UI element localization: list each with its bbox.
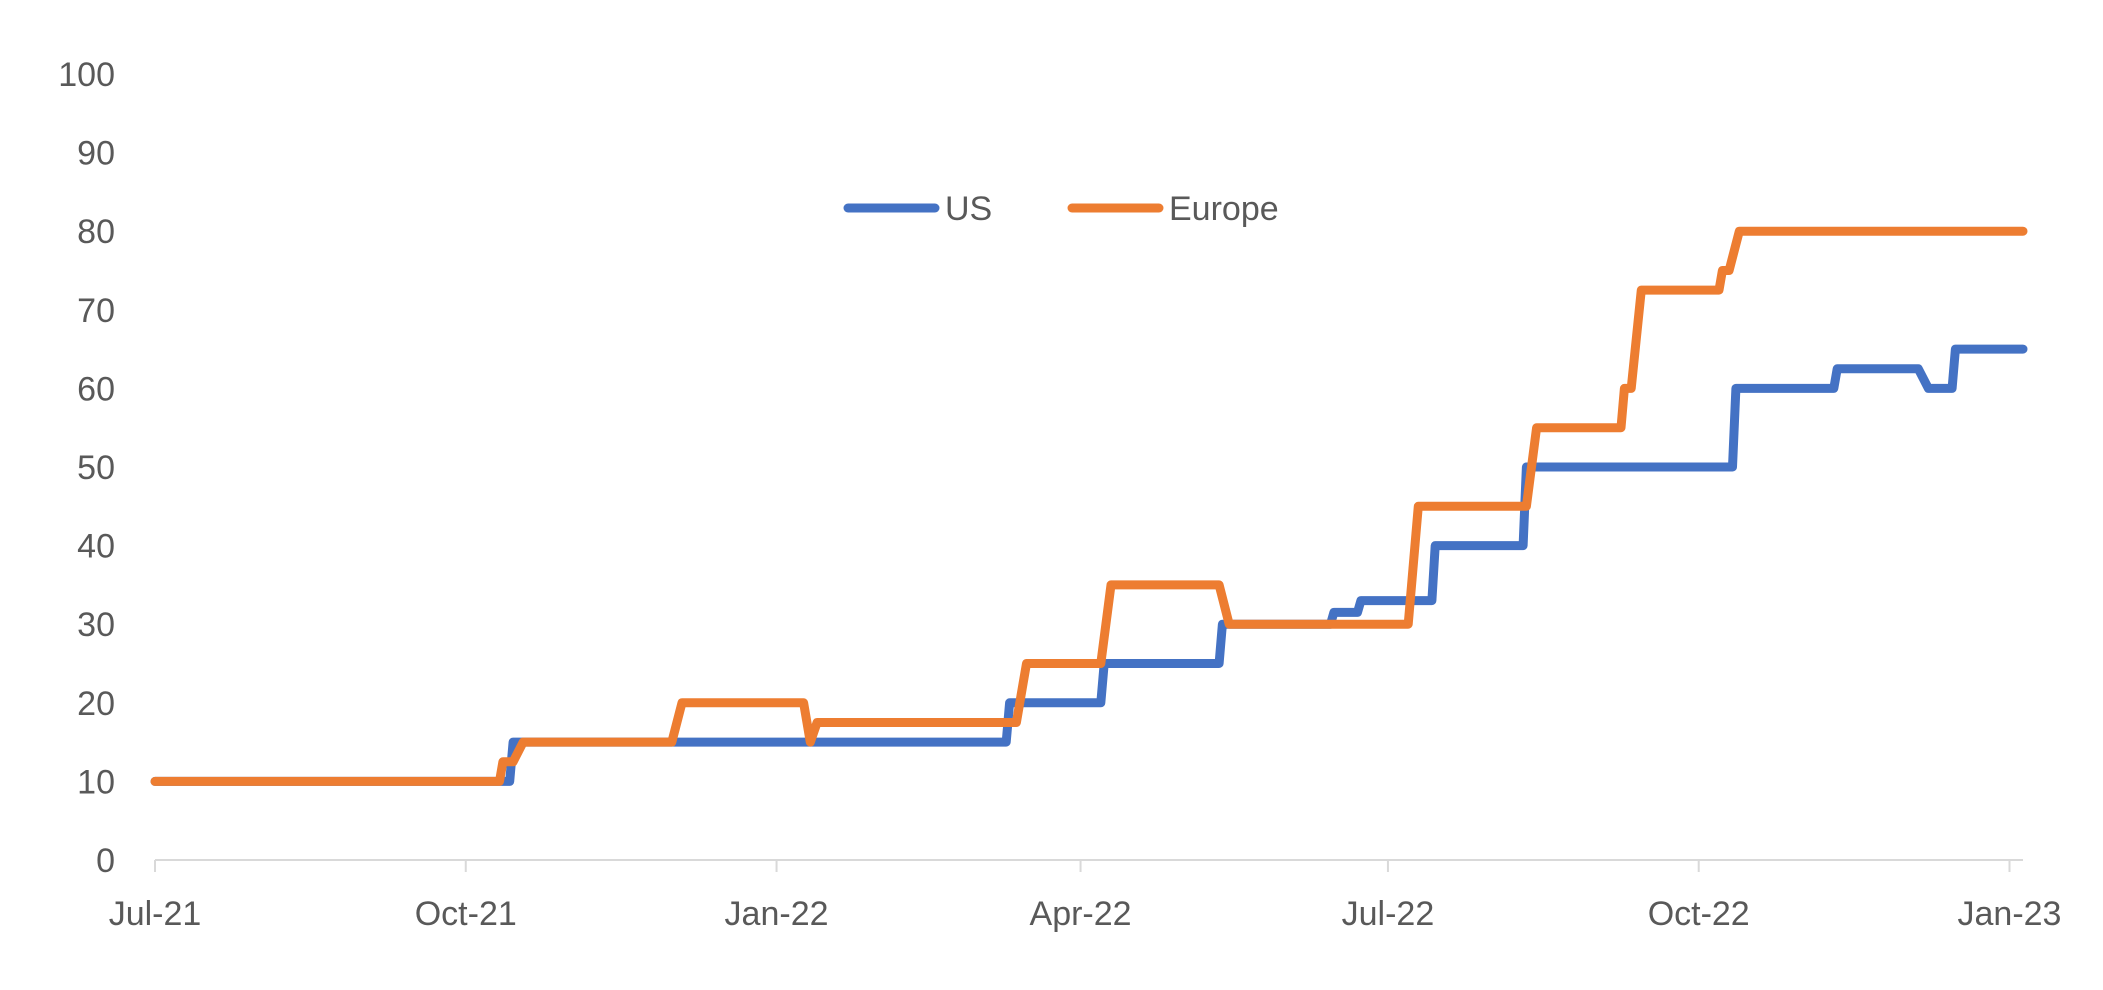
y-tick-label: 30 — [77, 606, 115, 644]
y-tick-label: 80 — [77, 213, 115, 251]
legend-label-europe: Europe — [1169, 190, 1279, 228]
series-line-us — [150, 344, 2028, 786]
legend: US Europe — [843, 190, 1279, 228]
x-axis: Jul-21 Oct-21 Jan-22 Apr-22 Jul-22 Oct-22 Jan-… — [109, 860, 2062, 933]
y-tick-label: 100 — [58, 56, 115, 94]
legend-label-us: US — [945, 190, 992, 228]
y-tick-label: 60 — [77, 370, 115, 408]
y-tick-label: 10 — [77, 763, 115, 801]
x-tick-label: Jul-22 — [1342, 895, 1435, 933]
y-tick-label: 50 — [77, 449, 115, 487]
x-tick-label: Jul-21 — [109, 895, 202, 933]
x-tick-label: Jan-22 — [725, 895, 829, 933]
y-axis: 0 10 20 30 40 50 60 70 80 90 100 — [58, 56, 115, 880]
y-tick-label: 0 — [96, 842, 115, 880]
x-tick-label: Oct-22 — [1648, 895, 1750, 933]
plot-area — [150, 226, 2028, 786]
y-tick-label: 90 — [77, 135, 115, 173]
y-tick-label: 40 — [77, 528, 115, 566]
series-line-europe — [150, 226, 2028, 786]
y-tick-label: 20 — [77, 685, 115, 723]
x-tick-label: Apr-22 — [1030, 895, 1132, 933]
y-tick-label: 70 — [77, 292, 115, 330]
x-tick-label: Oct-21 — [415, 895, 517, 933]
x-tick-label: Jan-23 — [1958, 895, 2062, 933]
